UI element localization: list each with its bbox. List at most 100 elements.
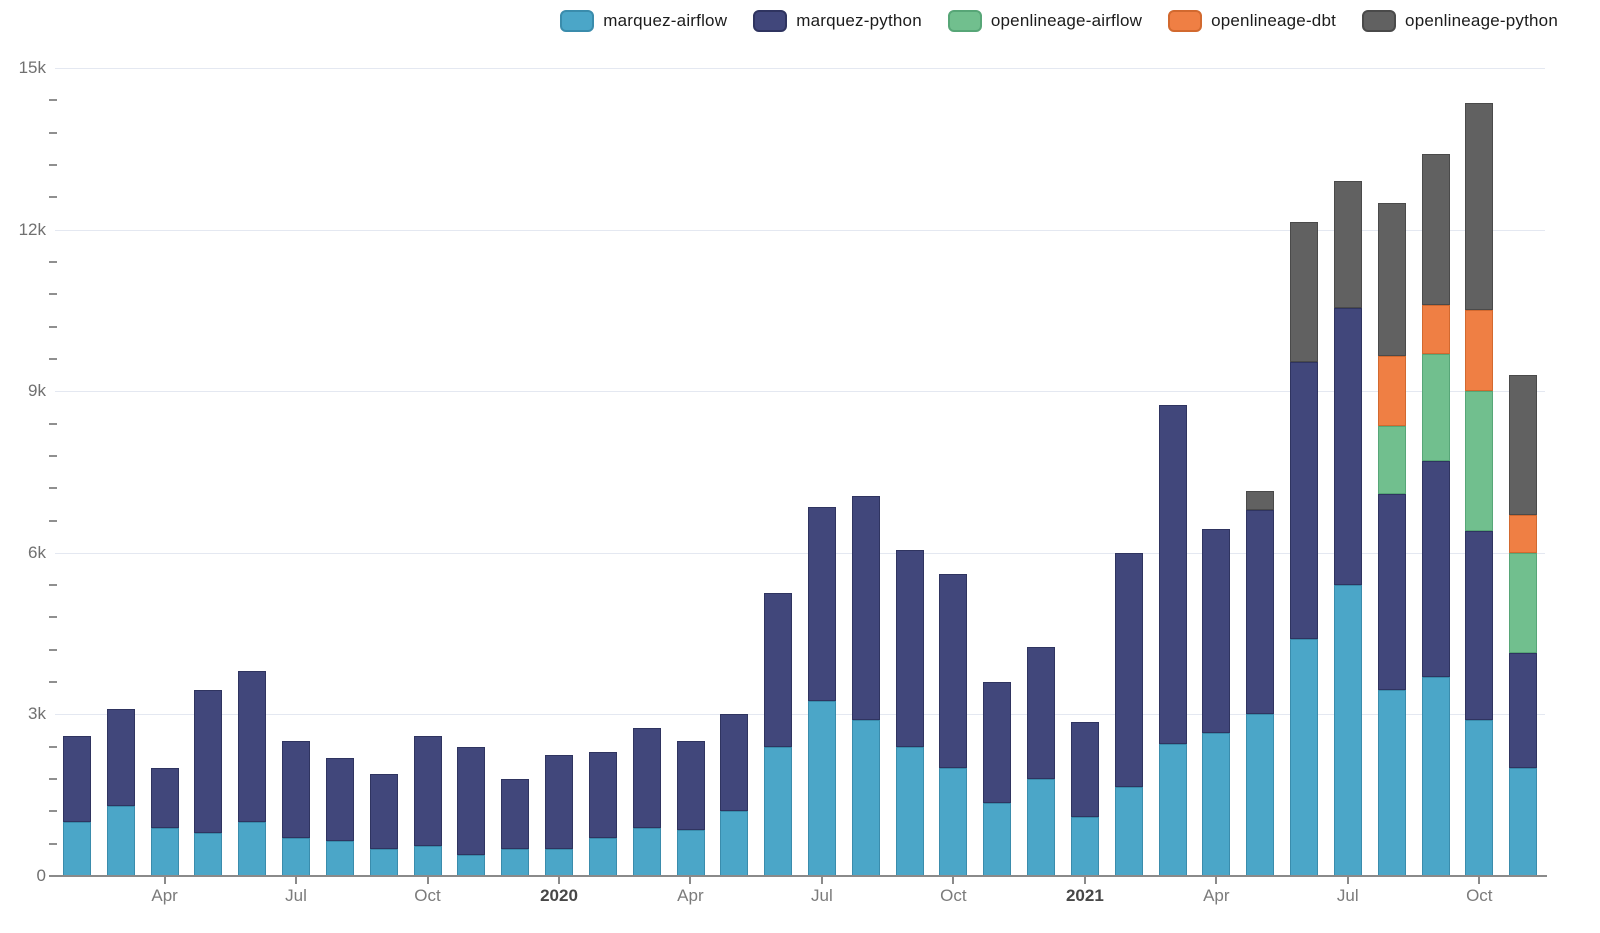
bar-stack-Jun 2020	[764, 593, 793, 876]
bar-column	[55, 68, 99, 876]
bar-segment-marquez-python[interactable]	[1202, 528, 1231, 734]
bar-segment-openlineage-dbt[interactable]	[1465, 310, 1494, 392]
bar-segment-marquez-python[interactable]	[1027, 647, 1056, 779]
legend-item-openlineage-dbt[interactable]: openlineage-dbt	[1168, 10, 1336, 32]
bar-segment-marquez-airflow[interactable]	[895, 746, 924, 876]
bar-segment-marquez-python[interactable]	[457, 746, 486, 855]
bar-segment-marquez-airflow[interactable]	[282, 838, 311, 876]
bar-segment-marquez-python[interactable]	[545, 754, 574, 850]
bar-segment-marquez-airflow[interactable]	[939, 768, 968, 876]
bar-segment-marquez-airflow[interactable]	[194, 832, 223, 876]
bar-segment-marquez-python[interactable]	[983, 682, 1012, 804]
x-tick-mark	[820, 877, 823, 884]
bar-segment-openlineage-python[interactable]	[1465, 103, 1494, 311]
bar-segment-marquez-airflow[interactable]	[325, 841, 354, 876]
bar-segment-marquez-airflow[interactable]	[1202, 733, 1231, 876]
bar-segment-marquez-python[interactable]	[588, 752, 617, 839]
bar-segment-marquez-airflow[interactable]	[1158, 744, 1187, 876]
legend-item-marquez-python[interactable]: marquez-python	[753, 10, 922, 32]
bar-segment-marquez-airflow[interactable]	[1377, 690, 1406, 876]
bar-segment-marquez-python[interactable]	[1509, 652, 1538, 769]
bar-segment-marquez-airflow[interactable]	[720, 811, 749, 876]
bar-stack-Dec 2020	[1027, 647, 1056, 876]
bar-segment-openlineage-dbt[interactable]	[1421, 305, 1450, 354]
bar-segment-marquez-python[interactable]	[676, 741, 705, 831]
bar-segment-marquez-python[interactable]	[62, 735, 91, 823]
bar-segment-marquez-python[interactable]	[939, 574, 968, 769]
legend-swatch-icon	[1362, 10, 1397, 32]
bar-segment-marquez-python[interactable]	[807, 507, 836, 701]
legend-item-marquez-airflow[interactable]: marquez-airflow	[560, 10, 727, 32]
bar-column	[274, 68, 318, 876]
bar-segment-marquez-airflow[interactable]	[1465, 719, 1494, 876]
bar-segment-marquez-airflow[interactable]	[545, 849, 574, 876]
bar-segment-marquez-airflow[interactable]	[62, 822, 91, 876]
bar-segment-marquez-python[interactable]	[369, 773, 398, 850]
bar-segment-marquez-python[interactable]	[764, 593, 793, 747]
bar-segment-marquez-python[interactable]	[632, 727, 661, 828]
bar-segment-marquez-airflow[interactable]	[369, 849, 398, 876]
bar-segment-openlineage-python[interactable]	[1421, 154, 1450, 306]
bar-segment-openlineage-airflow[interactable]	[1421, 353, 1450, 462]
bar-segment-openlineage-python[interactable]	[1290, 221, 1319, 362]
bar-segment-marquez-airflow[interactable]	[983, 803, 1012, 876]
bar-segment-openlineage-airflow[interactable]	[1509, 552, 1538, 653]
bar-segment-marquez-airflow[interactable]	[764, 746, 793, 876]
bar-segment-marquez-airflow[interactable]	[1246, 714, 1275, 876]
bar-segment-marquez-python[interactable]	[895, 550, 924, 747]
bar-segment-marquez-python[interactable]	[1246, 509, 1275, 715]
bar-segment-marquez-airflow[interactable]	[588, 838, 617, 876]
y-minor-tick	[49, 293, 57, 296]
bar-segment-marquez-python[interactable]	[282, 741, 311, 839]
bar-segment-openlineage-python[interactable]	[1377, 202, 1406, 357]
bar-segment-marquez-airflow[interactable]	[1027, 779, 1056, 876]
bar-segment-openlineage-dbt[interactable]	[1377, 356, 1406, 427]
bar-segment-marquez-airflow[interactable]	[1421, 676, 1450, 876]
bar-segment-marquez-python[interactable]	[106, 709, 135, 806]
bar-segment-marquez-airflow[interactable]	[238, 822, 267, 876]
bar-segment-marquez-python[interactable]	[325, 757, 354, 841]
bar-segment-openlineage-airflow[interactable]	[1465, 391, 1494, 532]
legend-item-openlineage-python[interactable]: openlineage-python	[1362, 10, 1558, 32]
bar-segment-marquez-airflow[interactable]	[457, 854, 486, 876]
bar-segment-marquez-airflow[interactable]	[1333, 585, 1362, 876]
bar-segment-marquez-airflow[interactable]	[1070, 816, 1099, 876]
bar-segment-openlineage-python[interactable]	[1509, 375, 1538, 516]
bar-segment-marquez-python[interactable]	[1333, 307, 1362, 586]
bar-segment-marquez-python[interactable]	[501, 779, 530, 850]
bar-segment-marquez-python[interactable]	[413, 736, 442, 847]
bar-column	[362, 68, 406, 876]
bar-segment-marquez-airflow[interactable]	[632, 827, 661, 876]
bar-segment-marquez-python[interactable]	[194, 690, 223, 833]
bar-segment-marquez-airflow[interactable]	[1509, 768, 1538, 876]
gridline-15k	[55, 68, 1545, 69]
bar-segment-marquez-airflow[interactable]	[501, 849, 530, 876]
bar-segment-marquez-airflow[interactable]	[851, 719, 880, 876]
bar-segment-openlineage-python[interactable]	[1246, 490, 1275, 510]
bar-segment-marquez-python[interactable]	[238, 671, 267, 823]
bar-segment-marquez-python[interactable]	[851, 496, 880, 720]
bar-segment-marquez-python[interactable]	[1290, 361, 1319, 639]
bar-stack-Nov 2019	[457, 746, 486, 876]
bar-segment-marquez-python[interactable]	[720, 714, 749, 812]
bar-segment-marquez-python[interactable]	[1114, 552, 1143, 788]
legend-swatch-icon	[947, 10, 982, 32]
bar-segment-marquez-airflow[interactable]	[807, 700, 836, 876]
bar-segment-marquez-python[interactable]	[1421, 461, 1450, 677]
bar-segment-marquez-python[interactable]	[1465, 531, 1494, 720]
bar-segment-marquez-airflow[interactable]	[1114, 787, 1143, 876]
bar-segment-marquez-python[interactable]	[1158, 404, 1187, 744]
bar-segment-marquez-airflow[interactable]	[413, 846, 442, 876]
bar-segment-marquez-python[interactable]	[1377, 493, 1406, 691]
bar-stack-Apr 2021	[1202, 528, 1231, 876]
bar-segment-openlineage-airflow[interactable]	[1377, 426, 1406, 494]
bar-segment-openlineage-dbt[interactable]	[1509, 515, 1538, 553]
bar-segment-marquez-airflow[interactable]	[676, 830, 705, 876]
bar-segment-marquez-airflow[interactable]	[106, 806, 135, 876]
bar-segment-marquez-python[interactable]	[150, 768, 179, 828]
bar-segment-marquez-airflow[interactable]	[150, 827, 179, 876]
bar-segment-marquez-python[interactable]	[1070, 722, 1099, 817]
bar-segment-marquez-airflow[interactable]	[1290, 639, 1319, 876]
legend-item-openlineage-airflow[interactable]: openlineage-airflow	[947, 10, 1142, 32]
bar-segment-openlineage-python[interactable]	[1333, 181, 1362, 308]
